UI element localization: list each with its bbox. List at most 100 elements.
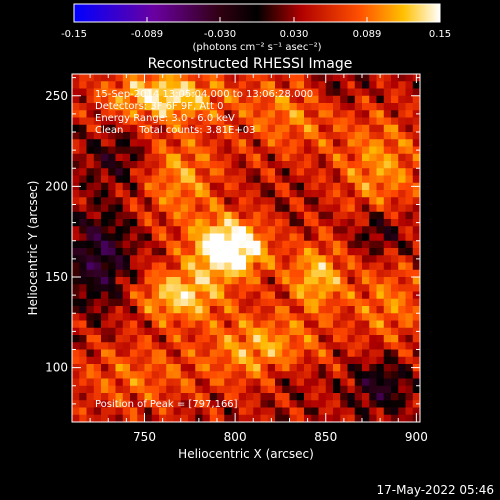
heatmap-cell xyxy=(231,88,240,97)
heatmap-cell xyxy=(209,190,218,198)
heatmap-cell xyxy=(347,349,356,358)
heatmap-cell xyxy=(159,407,167,416)
heatmap-cell xyxy=(318,349,327,358)
heatmap-cell xyxy=(253,414,261,423)
heatmap-cell xyxy=(253,407,261,416)
heatmap-cell xyxy=(101,306,109,314)
heatmap-cell xyxy=(238,233,247,242)
heatmap-cell xyxy=(209,371,218,379)
heatmap-cell xyxy=(166,139,174,147)
heatmap-cell xyxy=(217,313,225,321)
heatmap-cell xyxy=(340,110,348,118)
heatmap-cell xyxy=(209,291,218,300)
heatmap-cell xyxy=(122,139,131,147)
heatmap-cell xyxy=(202,226,211,234)
heatmap-cell xyxy=(93,306,102,314)
heatmap-cell xyxy=(144,306,153,314)
heatmap-cell xyxy=(325,103,334,111)
heatmap-cell xyxy=(180,320,189,329)
heatmap-cell xyxy=(282,414,290,423)
heatmap-cell xyxy=(231,95,240,104)
heatmap-cell xyxy=(79,356,87,365)
heatmap-cell xyxy=(398,197,406,205)
heatmap-cell xyxy=(412,95,421,104)
heatmap-cell xyxy=(188,110,196,118)
heatmap-cell xyxy=(101,204,109,213)
heatmap-cell xyxy=(347,233,356,242)
heatmap-cell xyxy=(93,356,102,365)
heatmap-cell xyxy=(166,284,174,292)
heatmap-cell xyxy=(376,190,385,198)
heatmap-cell xyxy=(137,110,145,118)
heatmap-cell xyxy=(195,88,203,97)
heatmap-cell xyxy=(325,81,334,89)
heatmap-cell xyxy=(188,204,196,213)
heatmap-cell xyxy=(354,284,363,292)
heatmap-cell xyxy=(362,197,370,205)
heatmap-cell xyxy=(391,349,399,358)
heatmap-cell xyxy=(115,356,124,365)
heatmap-cell xyxy=(354,335,363,343)
heatmap-cell xyxy=(188,313,196,321)
heatmap-cell xyxy=(79,400,87,408)
heatmap-cell xyxy=(86,335,95,343)
heatmap-cell xyxy=(296,110,305,118)
heatmap-cell xyxy=(289,407,298,416)
heatmap-cell xyxy=(376,378,385,387)
heatmap-cell xyxy=(101,349,109,358)
heatmap-cell xyxy=(93,161,102,169)
heatmap-cell xyxy=(275,335,283,343)
heatmap-cell xyxy=(93,226,102,234)
heatmap-cell xyxy=(333,248,341,256)
heatmap-cell xyxy=(376,320,385,329)
heatmap-cell xyxy=(144,81,153,89)
heatmap-cell xyxy=(325,407,334,416)
heatmap-cell xyxy=(115,320,124,329)
heatmap-cell xyxy=(383,88,392,97)
heatmap-cell xyxy=(260,175,269,184)
heatmap-cell xyxy=(130,378,138,387)
heatmap-cell xyxy=(311,103,319,111)
heatmap-cell xyxy=(195,132,203,140)
heatmap-cell xyxy=(362,226,370,234)
heatmap-cell xyxy=(151,335,160,343)
heatmap-cell xyxy=(195,110,203,118)
heatmap-cell xyxy=(72,211,80,220)
heatmap-cell xyxy=(115,124,124,133)
heatmap-cell xyxy=(289,81,298,89)
heatmap-cell xyxy=(137,356,145,365)
heatmap-cell xyxy=(362,103,370,111)
heatmap-cell xyxy=(412,190,421,198)
heatmap-cell xyxy=(130,233,138,242)
heatmap-cell xyxy=(383,211,392,220)
heatmap-cell xyxy=(289,414,298,423)
heatmap-cell xyxy=(376,95,385,104)
heatmap-cell xyxy=(376,168,385,176)
heatmap-cell xyxy=(144,204,153,213)
heatmap-cell xyxy=(209,356,218,365)
heatmap-cell xyxy=(267,284,276,292)
heatmap-cell xyxy=(267,103,276,111)
heatmap-cell xyxy=(180,385,189,394)
heatmap-cell xyxy=(79,103,87,111)
heatmap-cell xyxy=(159,335,167,343)
heatmap-cell xyxy=(202,277,211,285)
heatmap-cell xyxy=(86,284,95,292)
heatmap-cell xyxy=(224,103,232,111)
heatmap-cell xyxy=(93,132,102,140)
heatmap-cell xyxy=(391,269,399,278)
heatmap-cell xyxy=(159,262,167,271)
heatmap-cell xyxy=(195,313,203,321)
heatmap-cell xyxy=(369,255,377,263)
heatmap-cell xyxy=(253,132,261,140)
heatmap-cell xyxy=(383,81,392,89)
heatmap-cell xyxy=(115,291,124,300)
heatmap-cell xyxy=(195,175,203,184)
heatmap-cell xyxy=(173,110,182,118)
heatmap-cell xyxy=(405,385,414,394)
heatmap-cell xyxy=(159,103,167,111)
heatmap-cell xyxy=(217,349,225,358)
heatmap-cell xyxy=(151,124,160,133)
heatmap-cell xyxy=(362,204,370,213)
heatmap-cell xyxy=(398,168,406,176)
